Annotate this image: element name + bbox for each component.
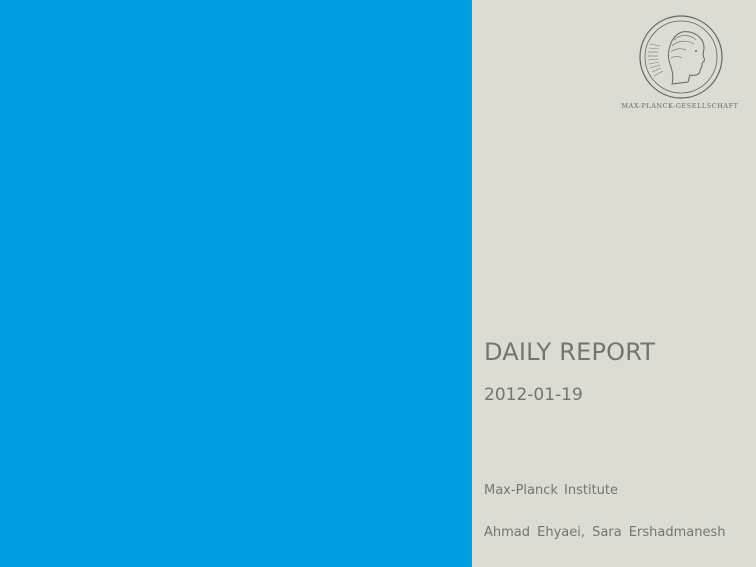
minerva-seal-icon <box>639 15 723 99</box>
logo-wordmark: MAX-PLANCK-GESELLSCHAFT <box>621 102 739 110</box>
gray-panel <box>472 0 756 567</box>
page-title: DAILY REPORT <box>484 338 656 366</box>
author-names: Ahmad Ehyaei, Sara Ershadmanesh <box>484 525 726 540</box>
report-date: 2012-01-19 <box>484 385 583 405</box>
institute-name: Max-Planck Institute <box>484 483 619 498</box>
blue-panel <box>0 0 472 567</box>
